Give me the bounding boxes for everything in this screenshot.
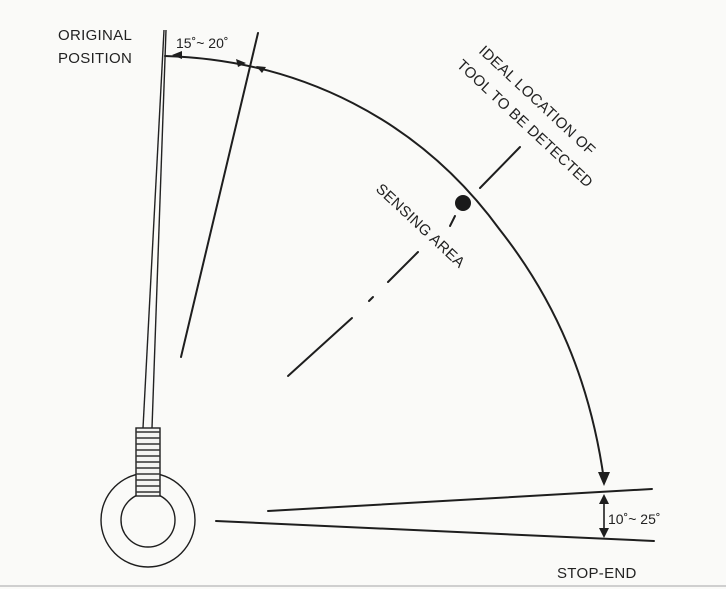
ideal-location-leader: [479, 146, 521, 189]
arm-original-left: [142, 29, 165, 429]
arc-arrowhead: [598, 472, 610, 486]
top-angle-label: 15˚~ 20˚: [176, 35, 229, 51]
angle-arrow-mid: [236, 59, 246, 67]
reference-line-15-20: [180, 32, 259, 358]
pivot-inner-ring: [120, 492, 176, 548]
original-position-label-line1: ORIGINAL: [58, 27, 132, 44]
centre-dash-1: [387, 251, 419, 283]
bottom-angle-arrow-down: [599, 528, 609, 538]
sweep-arc: [164, 55, 605, 481]
tool-location-dot: [455, 195, 471, 211]
tool-dot-leader: [449, 215, 456, 227]
sensing-area-label: SENSING AREA: [372, 180, 468, 271]
angle-arrow-left: [172, 51, 182, 59]
bottom-angle-arrow-up: [599, 494, 609, 504]
angle-arrow-right: [256, 66, 266, 73]
bottom-angle-label: 10˚~ 25˚: [608, 511, 661, 527]
centre-dash-2: [368, 296, 374, 302]
threaded-stem: [135, 427, 161, 497]
stop-end-line: [215, 520, 655, 542]
stop-end-limit-line: [267, 488, 653, 512]
arm-original-right: [151, 29, 167, 429]
original-position-label-line2: POSITION: [58, 50, 132, 67]
centre-dash-3: [287, 317, 353, 377]
stop-end-label: STOP-END: [557, 565, 637, 582]
